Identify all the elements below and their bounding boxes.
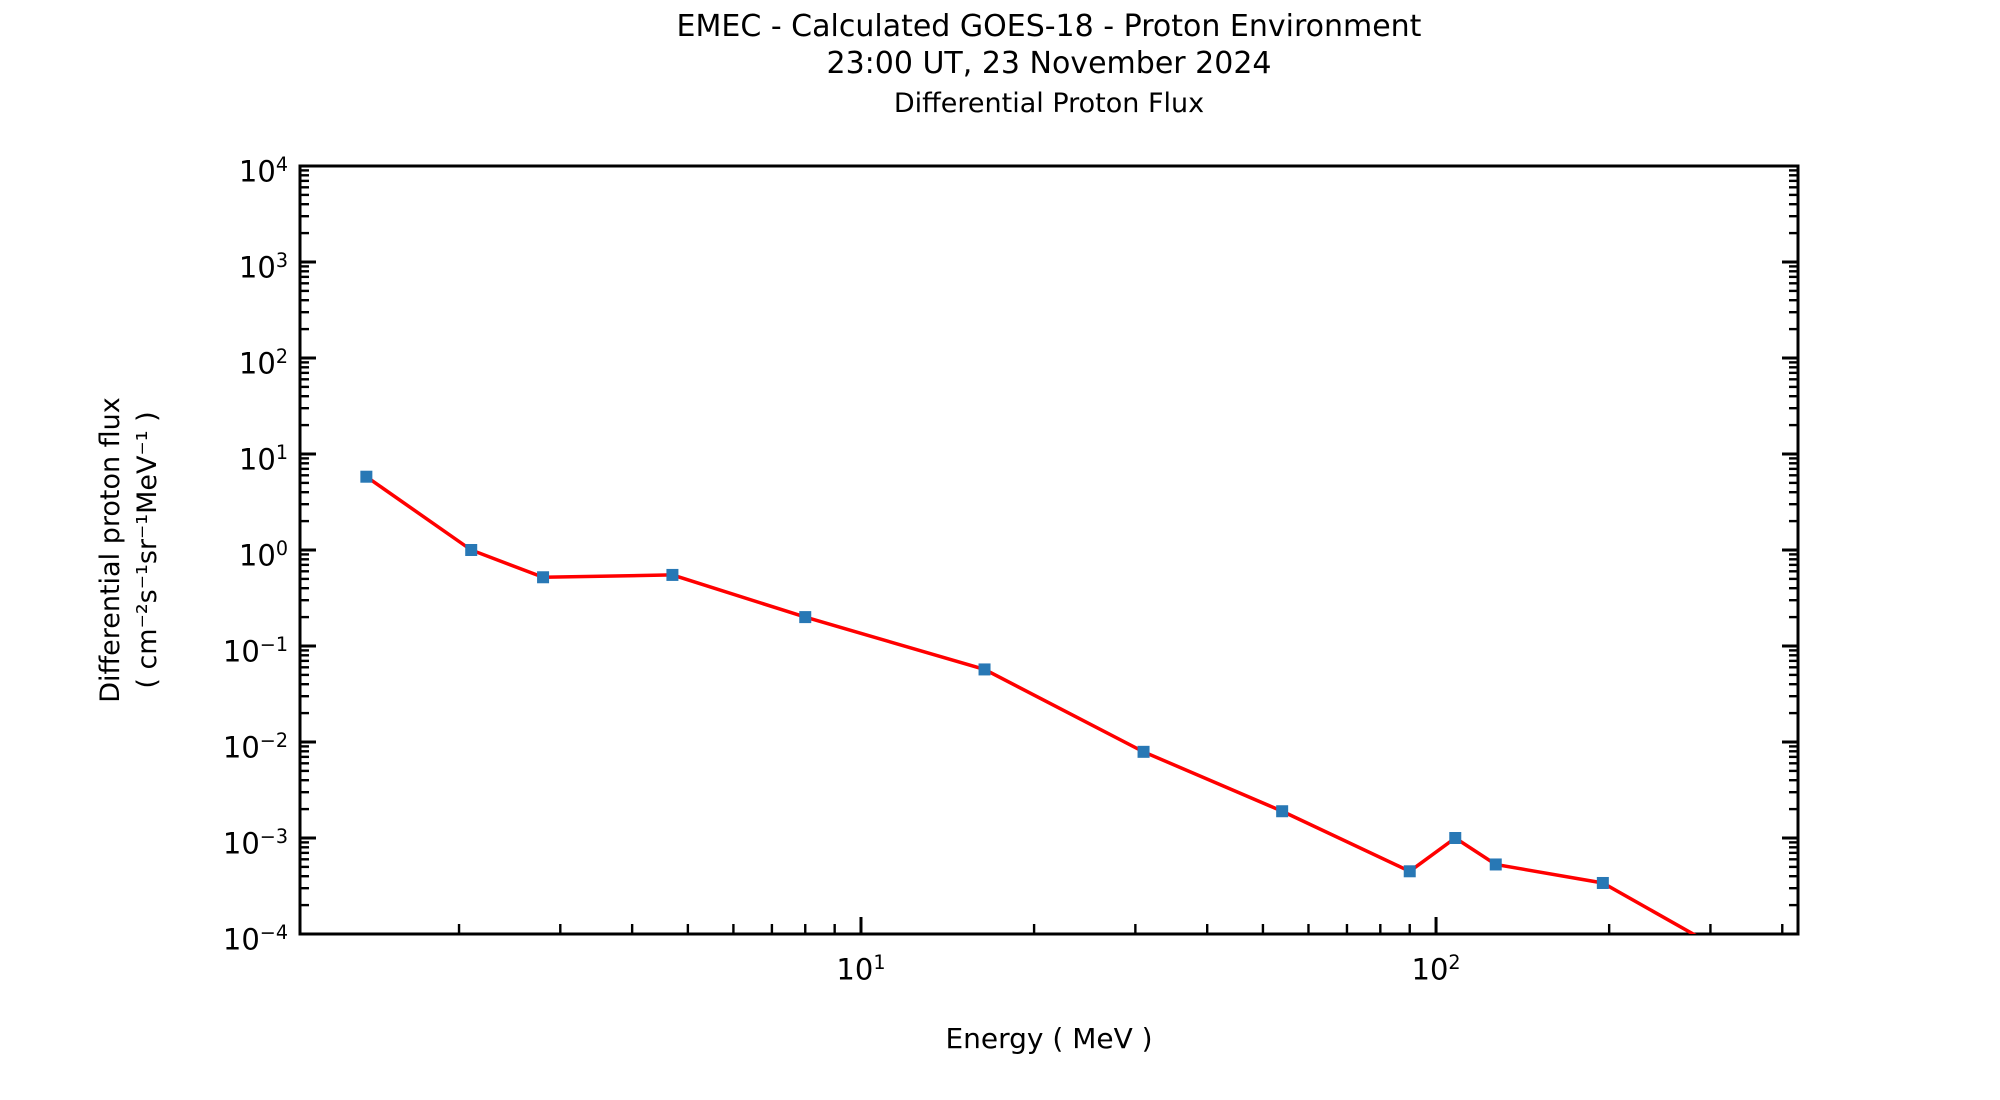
data-point-marker	[978, 663, 991, 676]
y-tick-label: 10−1	[222, 633, 288, 669]
y-tick-label: 10−4	[222, 921, 288, 957]
y-tick-label: 101	[238, 441, 288, 477]
data-point-marker	[1731, 953, 1743, 965]
axes-title: Differential Proton Flux	[893, 88, 1205, 119]
axes-frame	[298, 164, 1800, 936]
data-point-marker	[1489, 858, 1502, 871]
y-tick-label: 104	[238, 153, 288, 189]
data-series	[360, 470, 1743, 965]
data-point-marker	[1449, 832, 1462, 844]
y-tick-label: 10−3	[222, 825, 288, 861]
data-point-marker	[1596, 876, 1609, 889]
y-tick-label: 102	[238, 345, 288, 381]
figure-title: EMEC - Calculated GOES-18 - Proton Envir…	[300, 8, 1798, 82]
data-point-marker	[799, 611, 812, 624]
x-axis-label: Energy ( MeV )	[945, 1022, 1153, 1055]
data-point-marker	[1403, 865, 1416, 878]
data-point-marker	[360, 470, 373, 483]
y-tick-label: 100	[238, 537, 288, 573]
figure-title-line2: 23:00 UT, 23 November 2024	[826, 46, 1272, 81]
y-tick-label: 103	[238, 249, 288, 285]
data-point-marker	[666, 568, 679, 581]
data-point-marker	[1137, 745, 1150, 758]
y-tick-label: 10−2	[222, 729, 288, 765]
data-point-marker	[465, 544, 478, 556]
x-tick-label: 102	[1411, 951, 1461, 987]
figure-title-line1: EMEC - Calculated GOES-18 - Proton Envir…	[676, 9, 1422, 44]
data-point-marker	[1276, 805, 1289, 818]
flux-line	[365, 475, 1697, 934]
x-tick-label: 101	[836, 951, 886, 987]
data-point-marker	[537, 571, 550, 584]
